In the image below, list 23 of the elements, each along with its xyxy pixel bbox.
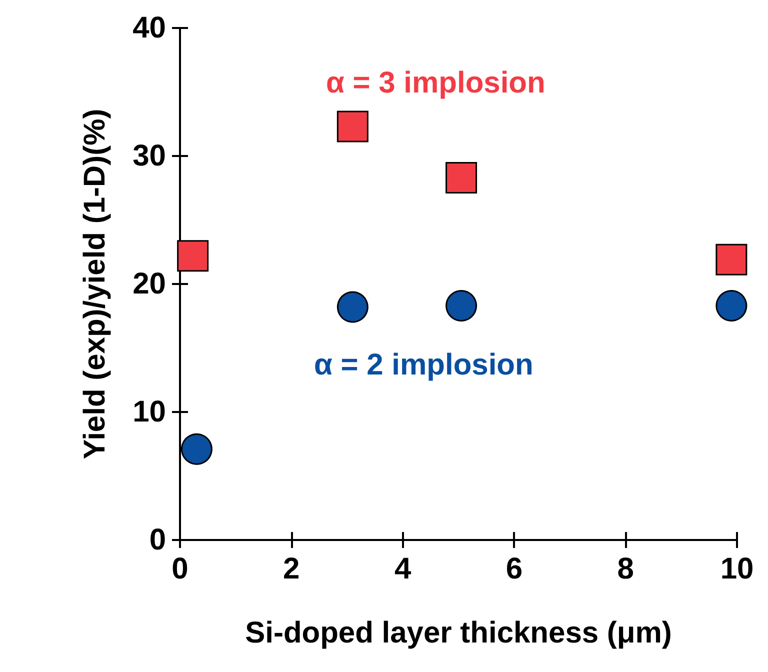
x-axis-title: Si-doped layer thickness (μm) [245, 616, 672, 650]
y-tick-label: 20 [132, 268, 166, 300]
x-tick-label: 2 [283, 552, 300, 586]
x-tick-label: 8 [617, 552, 634, 586]
y-tick-label: 0 [149, 524, 166, 556]
point [716, 244, 748, 276]
x-tick-label: 4 [394, 552, 412, 586]
series-label: α = 2 implosion [314, 348, 534, 382]
point [446, 290, 478, 322]
y-axis-title: Yield (exp)/yield (1-D)(%) [78, 108, 112, 460]
series-label: α = 3 implosion [326, 66, 546, 100]
x-tick-label: 0 [172, 552, 188, 586]
point [716, 290, 748, 322]
point [336, 110, 368, 142]
point [180, 433, 212, 465]
point [446, 162, 478, 194]
point [177, 240, 209, 272]
x-tick-label: 6 [506, 552, 523, 586]
point [336, 291, 368, 323]
y-tick-label: 40 [132, 12, 166, 44]
y-tick-label: 30 [132, 140, 166, 172]
y-tick-label: 10 [132, 396, 166, 428]
x-tick-label: 10 [720, 552, 754, 586]
